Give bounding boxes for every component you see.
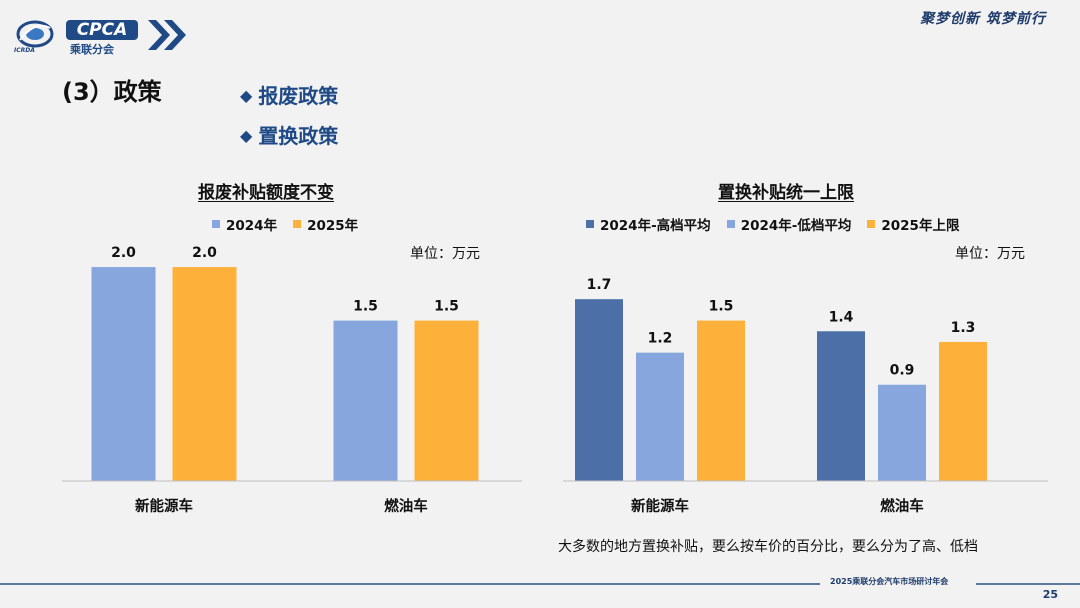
footnote: 大多数的地方置换补贴，要么按车价的百分比，要么分为了高、低档: [558, 539, 978, 555]
chart2-title: 置换补贴统一上限: [718, 183, 854, 203]
slogan: 聚梦创新 筑梦前行: [920, 11, 1046, 27]
legend-label: 2025年: [307, 218, 359, 234]
data-label: 1.5: [434, 299, 459, 315]
bar-2-0-2: [697, 320, 745, 481]
legend-label: 2025年上限: [881, 218, 960, 234]
diamond-bullet-icon: ◆: [240, 86, 253, 105]
data-label: 1.7: [587, 277, 612, 293]
legend-label: 2024年-高档平均: [600, 218, 711, 234]
legend-swatch: [586, 220, 594, 228]
bar-2-1-2: [939, 341, 987, 481]
cpca-logo: ICRDA CPCA 乘联分会: [14, 16, 186, 56]
logo-badge: CPCA: [66, 20, 138, 40]
bar-2-0-1: [636, 352, 684, 481]
legend-item: 2025年: [293, 214, 358, 234]
legend-item: 2024年: [212, 214, 277, 234]
data-label: 1.4: [829, 309, 854, 325]
legend-swatch: [867, 220, 876, 228]
chart1-unit: 单位：万元: [410, 246, 480, 262]
category-label: 燃油车: [880, 497, 924, 515]
data-label: 1.5: [709, 299, 734, 315]
bar-2-1-0: [817, 331, 865, 481]
data-label: 1.3: [951, 320, 976, 336]
footer-rule: [0, 583, 1080, 585]
data-label: 1.5: [353, 299, 378, 315]
legend-swatch: [212, 220, 220, 228]
bullet-label: 置换政策: [258, 124, 339, 148]
legend-item: 2024年-低档平均: [726, 214, 852, 234]
section-title: (3）政策: [62, 78, 162, 106]
logo-subtitle: 乘联分会: [70, 43, 114, 56]
data-label: 0.9: [890, 363, 915, 379]
bullet-scrap-policy: ◆ 报废政策: [240, 80, 338, 109]
bar-1-1-1: [414, 320, 479, 481]
bar-1-0-1: [172, 267, 237, 481]
bar-2-1-1: [878, 384, 926, 481]
double-chevron-icon: [148, 20, 186, 50]
chart1-legend: 2024年 2025年: [212, 214, 374, 234]
data-label: 2.0: [192, 245, 217, 261]
bar-1-0-0: [91, 267, 156, 481]
legend-swatch: [726, 220, 735, 228]
data-label: 1.2: [648, 331, 673, 347]
legend-swatch: [293, 220, 302, 228]
category-label: 新能源车: [135, 497, 193, 515]
legend-item: 2024年-高档平均: [586, 214, 711, 234]
page-number: 25: [1042, 588, 1058, 601]
bullet-replacement-policy: ◆ 置换政策: [240, 120, 338, 149]
legend-label: 2024年: [226, 218, 278, 234]
diamond-bullet-icon: ◆: [240, 126, 253, 145]
category-label: 新能源车: [631, 497, 689, 515]
legend-item: 2025年上限: [867, 214, 959, 234]
data-label: 2.0: [111, 245, 136, 261]
footer-text: 2025乘联分会汽车市场研讨年会: [830, 577, 949, 586]
chart2-unit: 单位：万元: [955, 246, 1025, 262]
bar-1-1-0: [333, 320, 398, 481]
bar-2-0-0: [575, 299, 623, 481]
legend-label: 2024年-低档平均: [740, 218, 852, 234]
logo-mini-text: ICRDA: [14, 47, 35, 54]
chart1-title: 报废补贴额度不变: [198, 183, 334, 203]
logo-emblem-icon: [16, 20, 54, 48]
chart2-legend: 2024年-高档平均 2024年-低档平均 2025年上限: [586, 214, 975, 234]
category-label: 燃油车: [384, 497, 428, 515]
bullet-label: 报废政策: [258, 84, 339, 108]
